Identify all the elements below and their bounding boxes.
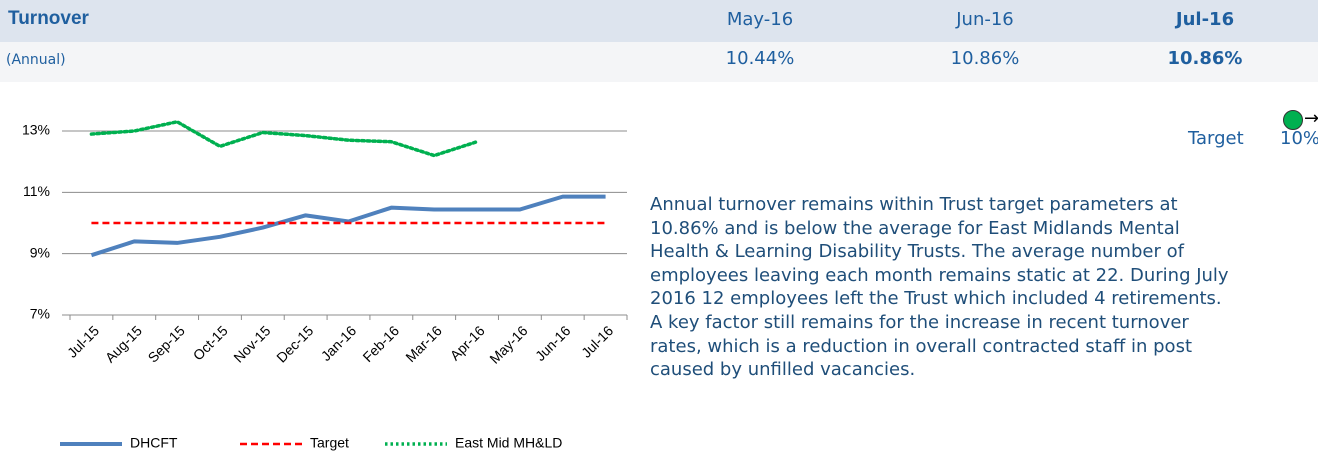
commentary-line: Health & Learning Disability Trusts. The…: [650, 241, 1184, 263]
header-band: [0, 0, 1318, 42]
commentary-line: Annual turnover remains within Trust tar…: [650, 194, 1178, 215]
y-tick-label: 7%: [30, 306, 50, 322]
y-tick-label: 11%: [23, 183, 50, 199]
series-line: [89, 120, 479, 158]
month-header: Jun-16: [956, 9, 1014, 30]
month-header: Jul-16: [1175, 9, 1235, 30]
panel-title: Turnover: [8, 8, 89, 29]
header-row: [0, 42, 1318, 82]
legend-label: Target: [310, 435, 349, 451]
target-label: Target: [1188, 128, 1244, 149]
commentary-line: rates, which is a reduction in overall c…: [650, 335, 1193, 357]
commentary-line: 2016 12 employees left the Trust which i…: [650, 288, 1222, 310]
chart-area: [8, 84, 635, 462]
legend-label: DHCFT: [130, 435, 178, 451]
y-tick-label: 13%: [22, 122, 50, 138]
series-line: [90, 194, 606, 258]
month-value: 10.44%: [725, 48, 795, 69]
month-value: 10.86%: [1167, 48, 1243, 69]
month-value: 10.86%: [950, 48, 1020, 69]
chart: 7%9%11%13%Jul-15 Aug-15 Sep-15 Oct-15 Nov-15…: [8, 84, 635, 462]
panel-subtitle: (Annual): [6, 52, 66, 68]
commentary-line: caused by unfilled vacancies.: [650, 359, 916, 381]
commentary-line: A key factor still remains for the incre…: [650, 311, 1189, 333]
commentary-line: 10.86% and is below the average for East…: [650, 217, 1180, 239]
status-indicator: [1283, 110, 1303, 130]
commentary-line: employees leaving each month remains sta…: [650, 264, 1229, 286]
y-tick-label: 9%: [30, 244, 50, 260]
target-value: 10%: [1280, 128, 1318, 149]
commentary: Annual turnover remains within Trust tar…: [650, 193, 1229, 382]
legend-label: East Mid MH&LD: [455, 435, 562, 451]
trend-arrow: →: [1304, 108, 1318, 129]
month-header: May-16: [726, 9, 794, 30]
